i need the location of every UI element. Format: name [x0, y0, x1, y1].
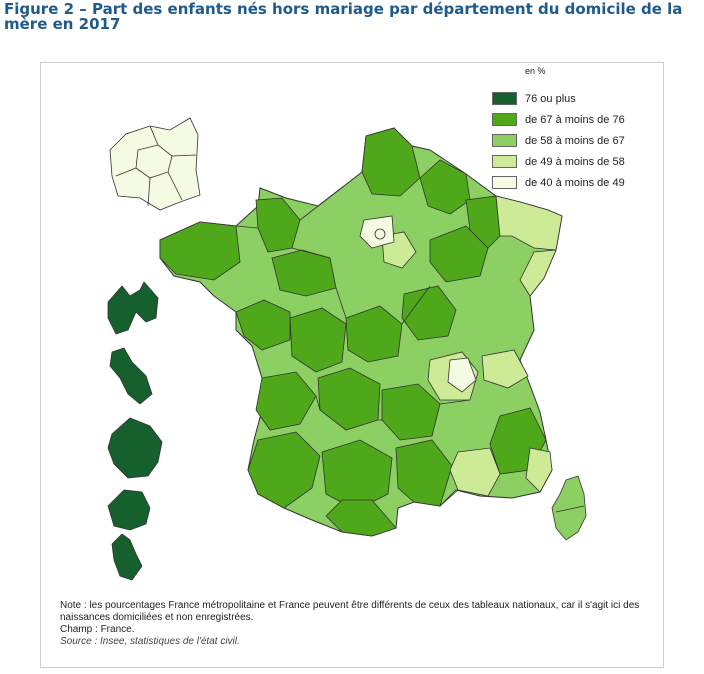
guadeloupe	[107, 281, 159, 335]
legend-item: de 67 à moins de 76	[492, 109, 625, 130]
martinique	[109, 347, 153, 405]
legend-item: de 58 à moins de 67	[492, 130, 625, 151]
paris-inset	[109, 117, 201, 211]
la-reunion	[107, 489, 151, 531]
notes: Note : les pourcentages France métropoli…	[60, 600, 660, 648]
source-text: Source : Insee, statistiques de l'état c…	[60, 636, 240, 647]
note-text: Note : les pourcentages France métropoli…	[60, 600, 640, 623]
legend-swatch	[492, 113, 517, 126]
legend-label: 76 ou plus	[525, 92, 576, 105]
mayotte	[111, 533, 143, 581]
legend-swatch	[492, 92, 517, 105]
champ-text: Champ : France.	[60, 624, 135, 635]
legend-label: de 67 à moins de 76	[525, 113, 625, 126]
corsica	[551, 475, 587, 541]
overseas-departments	[107, 281, 163, 581]
legend-unit: en %	[525, 66, 546, 76]
legend-swatch	[492, 155, 517, 168]
legend-item: de 49 à moins de 58	[492, 151, 625, 172]
legend-label: de 49 à moins de 58	[525, 155, 625, 168]
legend-item: 76 ou plus	[492, 88, 625, 109]
legend-label: de 58 à moins de 67	[525, 134, 625, 147]
metropolitan-france	[159, 127, 563, 537]
legend-swatch	[492, 134, 517, 147]
legend: 76 ou plus de 67 à moins de 76 de 58 à m…	[492, 88, 625, 193]
legend-swatch	[492, 176, 517, 189]
legend-label: de 40 à moins de 49	[525, 176, 625, 189]
guyane	[107, 417, 163, 479]
legend-item: de 40 à moins de 49	[492, 172, 625, 193]
figure-title: Figure 2 – Part des enfants nés hors mar…	[4, 0, 683, 33]
